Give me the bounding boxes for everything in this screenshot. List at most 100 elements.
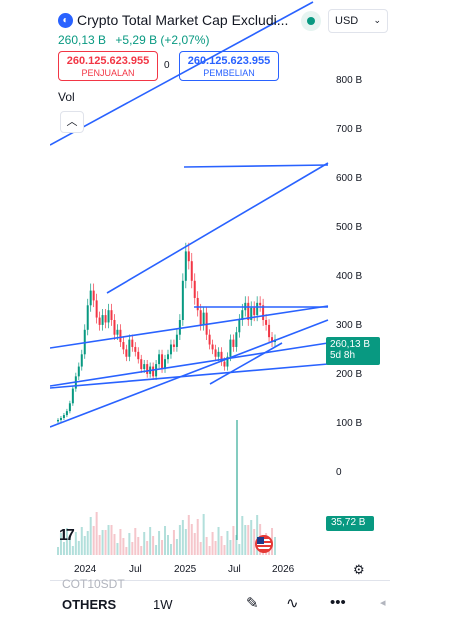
volume-bar (202, 514, 205, 555)
candle-body (235, 332, 238, 347)
volume-bar (86, 531, 89, 555)
x-axis-label: 2025 (174, 564, 197, 575)
volume-bar (89, 517, 92, 555)
volume-bar (57, 547, 59, 555)
current-price: 260,13 B (58, 33, 107, 47)
volume-bar (196, 519, 199, 555)
y-axis-label: 700 B (336, 124, 363, 135)
volume-bar (65, 528, 68, 555)
candle-body (211, 344, 214, 350)
candle-body (137, 351, 140, 360)
volume-bar (187, 515, 190, 555)
price-chart[interactable] (50, 0, 390, 623)
coin-icon: ◐ (58, 12, 73, 28)
candle-body (131, 339, 134, 347)
last-price-tag: 260,13 B 5d 8h (326, 337, 380, 365)
trendline-wedge (209, 342, 283, 385)
bottom-toolbar: OTHERS 1W ✎ ∿ ••• (50, 587, 390, 623)
volume-bar (164, 526, 167, 555)
volume-bar (214, 541, 217, 555)
candle-body (238, 320, 241, 333)
y-axis-label: 600 B (336, 173, 363, 184)
volume-bar (229, 540, 232, 555)
interval-button[interactable]: 1W (153, 597, 173, 612)
symbol-title-row[interactable]: ◐ Crypto Total Market Cap Excludi... (58, 12, 288, 28)
candle-body (250, 307, 253, 320)
pencil-icon[interactable]: ✎ (246, 595, 259, 612)
sell-button[interactable]: 260.125.623.955 PENJUALAN (58, 51, 158, 81)
candle-body (214, 349, 217, 357)
x-axis-label: 2024 (74, 564, 97, 575)
candle-body (57, 419, 59, 422)
volume-bars-group (57, 512, 276, 555)
currency-select[interactable]: USD ⌄ (328, 9, 388, 33)
volume-bar (83, 536, 86, 555)
volume-bar (77, 541, 80, 555)
candle-body (184, 251, 187, 281)
y-axis-label: 500 B (336, 222, 363, 233)
volume-bar (250, 520, 253, 555)
trendline-horizontal-high (183, 164, 329, 168)
collapse-indicators-button[interactable]: ︿ (60, 111, 84, 133)
candle-body (232, 339, 235, 347)
volume-bar (134, 528, 137, 555)
x-axis-label: Jul (129, 564, 142, 575)
last-price: 260,13 B (330, 339, 371, 350)
volume-bar (217, 527, 220, 555)
trendline-bottom (50, 363, 329, 389)
sheet-handle-icon[interactable]: ◂ (380, 597, 386, 609)
candle-body (187, 251, 190, 262)
volume-indicator-label[interactable]: Vol (58, 90, 75, 104)
volume-bar (253, 529, 256, 555)
candle-body (116, 329, 119, 335)
symbol-title[interactable]: Crypto Total Market Cap Excludi... (77, 12, 289, 28)
volume-bar (71, 546, 74, 555)
volume-bar (104, 530, 107, 555)
us-flag-icon[interactable] (255, 535, 273, 553)
symbol-name-button[interactable]: OTHERS (62, 597, 117, 612)
volume-bar (74, 532, 77, 555)
market-status-indicator[interactable] (301, 11, 321, 31)
volume-bar (116, 543, 119, 555)
volume-bar (274, 537, 276, 555)
volume-bar (166, 535, 169, 555)
chevron-down-icon: ⌄ (373, 15, 381, 25)
more-icon[interactable]: ••• (330, 594, 346, 611)
candle-body (77, 366, 80, 377)
volume-bar (208, 546, 211, 555)
volume-bar (110, 525, 113, 555)
x-axis-label: 2026 (272, 564, 295, 575)
chart-frame: ◐ Crypto Total Market Cap Excludi... USD… (50, 0, 390, 623)
indicators-icon[interactable]: ∿ (286, 595, 299, 612)
candle-body (68, 403, 71, 412)
candle-body (119, 329, 122, 343)
y-axis-label: 800 B (336, 75, 363, 86)
volume-bar (220, 536, 223, 555)
y-axis-label: 400 B (336, 271, 363, 282)
candle-body (71, 388, 74, 404)
price-change: +5,29 B (+2,07%) (115, 33, 210, 47)
settings-icon[interactable]: ⚙ (353, 562, 365, 577)
volume-bar (95, 512, 98, 555)
trendline-mid-lower (50, 342, 329, 387)
candle-body (247, 302, 250, 320)
candle-body (271, 337, 274, 343)
volume-tag: 35,72 B (326, 516, 374, 531)
buy-label: PEMBELIAN (203, 68, 255, 78)
volume-bar (107, 525, 110, 555)
volume-bar (244, 525, 247, 555)
volume-bar (226, 531, 229, 555)
volume-bar (149, 527, 152, 555)
volume-bar (128, 533, 131, 555)
buy-button[interactable]: 260.125.623.955 PEMBELIAN (179, 51, 279, 81)
trendline-channel-upper (106, 162, 329, 294)
candle-body (208, 334, 211, 345)
volume-bar (175, 539, 178, 555)
drawing-lines (50, 1, 329, 540)
candle-body (104, 315, 107, 323)
volume-bar (193, 533, 196, 555)
volume-bar (68, 537, 71, 555)
y-axis-label: 0 (336, 467, 342, 478)
candle-body (202, 312, 205, 325)
volume-bar (155, 545, 158, 555)
